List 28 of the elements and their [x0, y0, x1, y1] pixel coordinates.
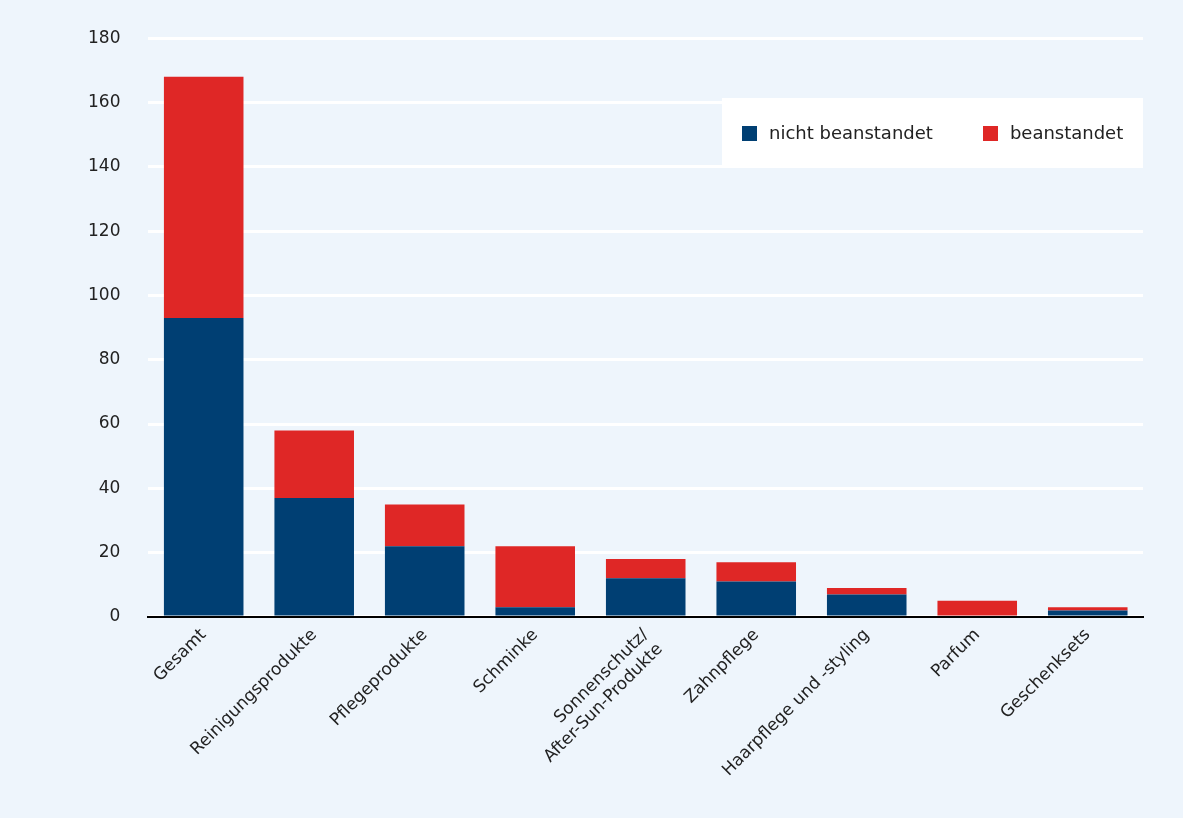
- bar: [716, 581, 797, 616]
- y-tick-label: 80: [98, 348, 121, 369]
- bar: [826, 594, 907, 616]
- bar: [495, 546, 575, 608]
- y-tick-label: 40: [98, 476, 121, 497]
- bar: [163, 317, 244, 616]
- bar: [384, 504, 465, 547]
- y-tick-label: 100: [87, 283, 121, 304]
- y-tick-label: 180: [87, 26, 121, 47]
- bar: [384, 546, 465, 616]
- legend-label: nicht beanstandet: [768, 121, 933, 143]
- bar: [274, 497, 354, 616]
- y-tick-label: 60: [98, 412, 121, 433]
- bar: [826, 588, 907, 595]
- bar: [495, 607, 575, 616]
- bar: [605, 559, 686, 579]
- y-tick-label: 160: [87, 90, 121, 111]
- y-tick-label: 20: [98, 541, 121, 562]
- y-tick-label: 140: [87, 155, 121, 176]
- bar: [1047, 607, 1128, 611]
- y-tick-label: 120: [87, 219, 121, 240]
- bar: [163, 76, 244, 318]
- bar: [937, 600, 1018, 616]
- bar: [716, 562, 797, 582]
- bar: [605, 578, 686, 616]
- y-tick-label: 0: [109, 605, 121, 626]
- legend-label: beanstandet: [1008, 121, 1124, 143]
- bar: [274, 430, 354, 498]
